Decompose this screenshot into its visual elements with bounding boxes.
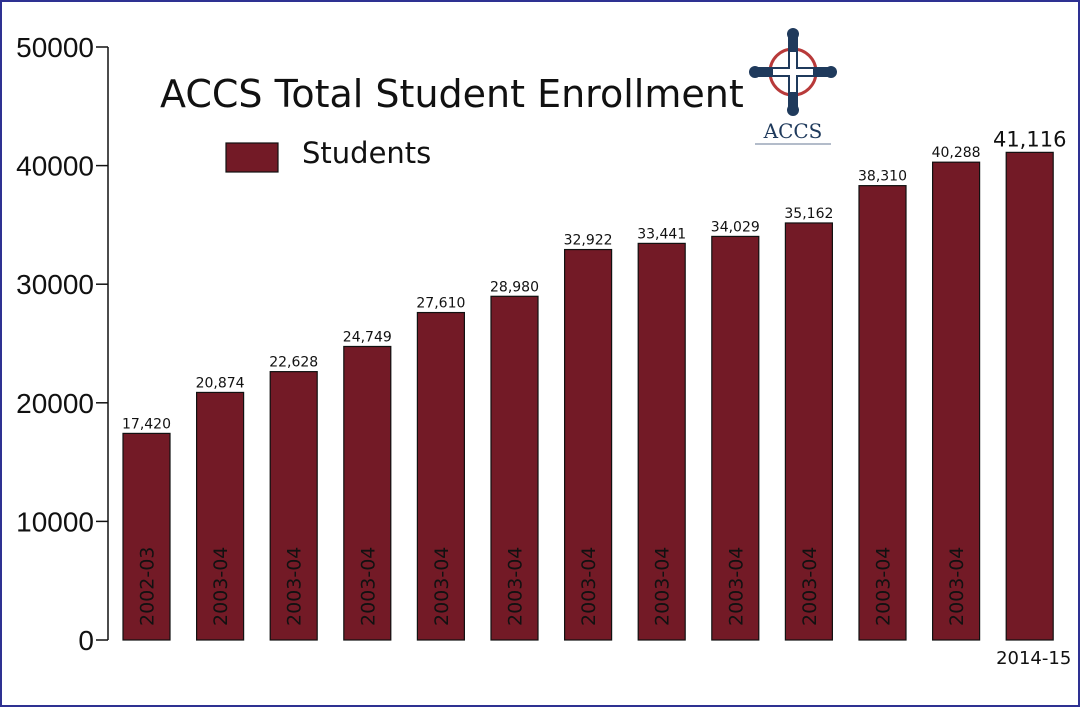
category-label: 2014-15 <box>996 648 1071 669</box>
data-label: 17,420 <box>122 416 171 432</box>
category-label: 2003-04 <box>946 547 968 626</box>
bar <box>122 432 171 641</box>
bar <box>1005 151 1054 641</box>
data-label: 40,288 <box>932 145 981 161</box>
bar <box>784 222 834 641</box>
data-label: 24,749 <box>343 329 392 345</box>
category-label: 2003-04 <box>210 547 232 626</box>
accs-logo: ACCS <box>749 28 837 145</box>
bar <box>931 161 981 641</box>
data-label: 38,310 <box>858 169 907 185</box>
category-label: 2003-04 <box>357 547 379 626</box>
bar <box>269 371 318 641</box>
data-label: 28,980 <box>490 279 539 295</box>
category-label: 2002-03 <box>137 547 159 626</box>
y-tick-label: 50000 <box>16 32 94 63</box>
bar <box>343 345 392 641</box>
y-axis-ticks: 0 10000 20000 30000 40000 50000 <box>16 32 108 656</box>
bar-series: 17,420 2002-03 20,874 2003-04 22,628 2003-04 2… <box>122 127 1071 669</box>
bar <box>490 295 539 641</box>
legend-label: Students <box>302 136 431 170</box>
chart-title: ACCS Total Student Enrollment <box>160 72 744 116</box>
data-label: 32,922 <box>564 233 613 249</box>
bar <box>196 391 245 641</box>
bar <box>637 242 686 641</box>
category-label: 2003-04 <box>799 547 821 626</box>
category-label: 2003-04 <box>652 547 674 626</box>
y-tick-label: 10000 <box>16 506 94 537</box>
category-label: 2003-04 <box>578 547 600 626</box>
cross-icon <box>749 28 837 116</box>
data-label: 33,441 <box>637 226 686 242</box>
y-tick-label: 20000 <box>16 388 94 419</box>
data-label: 34,029 <box>711 219 760 235</box>
y-tick-label: 0 <box>78 625 94 656</box>
category-label: 2003-04 <box>431 547 453 626</box>
bar <box>711 235 760 641</box>
data-label: 35,162 <box>784 206 833 222</box>
logo-text: ACCS <box>763 119 823 143</box>
legend-swatch <box>225 142 279 173</box>
bar <box>563 248 613 641</box>
data-label: 22,628 <box>269 355 318 371</box>
bar <box>858 185 907 641</box>
legend: Students <box>225 136 431 173</box>
data-label: 20,874 <box>196 375 245 391</box>
data-label: 41,116 <box>993 127 1066 151</box>
category-label: 2003-04 <box>725 547 747 626</box>
y-tick-label: 30000 <box>16 269 94 300</box>
category-label: 2003-04 <box>505 547 527 626</box>
category-label: 2003-04 <box>873 547 895 626</box>
bar <box>416 311 465 641</box>
category-label: 2003-04 <box>284 547 306 626</box>
y-tick-label: 40000 <box>16 151 94 182</box>
data-label: 27,610 <box>416 296 465 312</box>
